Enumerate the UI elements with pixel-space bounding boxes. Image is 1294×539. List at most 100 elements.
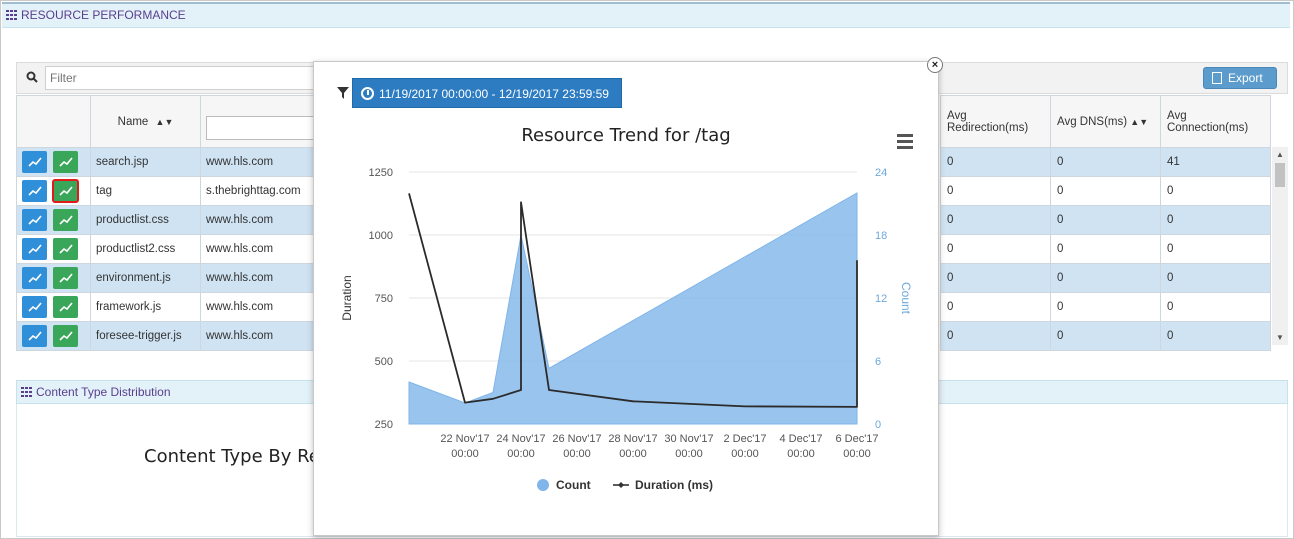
trend-icon (58, 186, 73, 196)
trend-icon (27, 244, 42, 254)
trend-chart-button-alt[interactable] (53, 325, 78, 347)
trend-chart-button-alt-selected[interactable] (52, 179, 79, 203)
date-range-button[interactable]: 11/19/2017 00:00:00 - 12/19/2017 23:59:5… (352, 78, 622, 108)
trend-chart-button-alt[interactable] (53, 238, 78, 260)
cell-value: 0 (940, 292, 1051, 322)
export-button[interactable]: Export (1203, 67, 1277, 89)
resource-name: search.jsp (90, 147, 201, 177)
trend-chart-button-alt[interactable] (53, 151, 78, 173)
filter-funnel-icon[interactable] (337, 87, 349, 99)
scroll-up-icon[interactable]: ▲ (1276, 150, 1284, 159)
table-row[interactable]: search.jsp www.hls.com (16, 147, 320, 177)
legend-duration-diamond (618, 482, 624, 488)
resource-name: framework.js (90, 292, 201, 322)
document-icon (1212, 72, 1222, 84)
table-row[interactable]: productlist2.css www.hls.com (16, 234, 320, 264)
avg-connection-header[interactable]: Avg Connection(ms) (1160, 95, 1271, 148)
trend-chart-button[interactable] (22, 151, 47, 173)
trend-icon (27, 302, 42, 312)
export-label: Export (1228, 71, 1263, 85)
y-tick-label: 750 (375, 293, 393, 305)
domain-column-header (200, 95, 320, 148)
y2-tick-label: 0 (875, 419, 881, 431)
table-row[interactable]: foresee-trigger.js www.hls.com (16, 321, 320, 351)
scroll-thumb[interactable] (1275, 163, 1285, 187)
grid-icon (21, 387, 32, 397)
trend-chart-button[interactable] (22, 267, 47, 289)
trend-icon (27, 157, 42, 167)
avg-dns-label: Avg DNS(ms) (1057, 115, 1128, 128)
y2-axis-label: Count (899, 282, 913, 315)
trend-chart-button-alt[interactable] (53, 209, 78, 231)
domain-filter-input[interactable] (206, 116, 314, 140)
trend-chart-button-alt[interactable] (53, 267, 78, 289)
content-type-body (16, 404, 1288, 537)
legend-count-marker (537, 479, 549, 491)
cell-value: 0 (1160, 263, 1271, 293)
sort-icon: ▲▼ (1130, 116, 1149, 127)
trend-chart-button-alt[interactable] (53, 296, 78, 318)
x-tick-label: 6 Dec'17 (835, 433, 878, 445)
trend-icon (58, 244, 73, 254)
x-tick-label: 22 Nov'17 (440, 433, 489, 445)
resource-name: foresee-trigger.js (90, 321, 201, 351)
clock-icon (361, 87, 374, 100)
x-tick-label: 00:00 (507, 448, 535, 460)
panel-title-text: RESOURCE PERFORMANCE (21, 8, 186, 22)
cell-value: 0 (1050, 321, 1161, 351)
trend-icon (58, 302, 73, 312)
trend-chart-button[interactable] (22, 296, 47, 318)
resource-domain: www.hls.com (200, 263, 320, 293)
trend-chart-button[interactable] (22, 238, 47, 260)
table-row[interactable]: tag s.thebrighttag.com (16, 176, 320, 206)
table-row[interactable]: productlist.css www.hls.com (16, 205, 320, 235)
y-axis-label: Duration (340, 275, 354, 320)
avg-dns-header[interactable]: Avg DNS(ms) ▲▼ (1050, 95, 1161, 148)
cell-value: 0 (1050, 234, 1161, 264)
content-type-title: Content Type Distribution (21, 385, 171, 399)
trend-icon (27, 331, 42, 341)
count-area (408, 192, 858, 425)
content-type-title-text: Content Type Distribution (36, 385, 171, 399)
y-tick-label: 1000 (369, 230, 393, 242)
x-tick-label: 00:00 (675, 448, 703, 460)
y-tick-label: 250 (375, 419, 393, 431)
cell-value: 0 (1050, 147, 1161, 177)
x-tick-label: 30 Nov'17 (664, 433, 713, 445)
trend-icon (58, 157, 73, 167)
x-tick-label: 00:00 (787, 448, 815, 460)
resource-name: environment.js (90, 263, 201, 293)
chart-menu-icon[interactable] (897, 134, 913, 152)
x-tick-label: 00:00 (731, 448, 759, 460)
vertical-scrollbar[interactable]: ▲ ▼ (1272, 147, 1288, 345)
filter-input[interactable] (45, 66, 325, 90)
cell-value: 41 (1160, 147, 1271, 177)
chart-title: Resource Trend for /tag (521, 125, 731, 146)
search-icon (26, 71, 38, 83)
trend-chart-button[interactable] (22, 180, 47, 202)
x-tick-label: 00:00 (451, 448, 479, 460)
resource-name: productlist.css (90, 205, 201, 235)
trend-chart-button[interactable] (22, 325, 47, 347)
x-tick-label: 00:00 (563, 448, 591, 460)
trend-chart-button[interactable] (22, 209, 47, 231)
name-header-label: Name (117, 115, 149, 128)
name-column-header[interactable]: Name ▲▼ (90, 95, 201, 148)
y2-tick-label: 6 (875, 356, 881, 368)
trend-icon (58, 331, 73, 341)
resource-name: productlist2.css (90, 234, 201, 264)
scroll-down-icon[interactable]: ▼ (1276, 333, 1284, 342)
cell-value: 0 (940, 205, 1051, 235)
x-tick-label: 4 Dec'17 (779, 433, 822, 445)
resource-domain: s.thebrighttag.com (200, 176, 320, 206)
table-row[interactable]: framework.js www.hls.com (16, 292, 320, 322)
close-icon[interactable]: × (927, 57, 943, 73)
resource-performance-header: RESOURCE PERFORMANCE (2, 2, 1290, 28)
table-row[interactable]: environment.js www.hls.com (16, 263, 320, 293)
avg-redirection-header[interactable]: Avg Redirection(ms) (940, 95, 1051, 148)
